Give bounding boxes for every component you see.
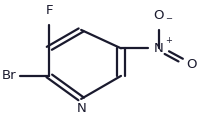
Text: N: N	[76, 102, 86, 115]
Text: O: O	[186, 58, 197, 71]
Text: −: −	[165, 14, 172, 23]
Text: Br: Br	[2, 69, 17, 82]
Text: N: N	[154, 42, 164, 55]
Text: F: F	[46, 4, 53, 17]
Text: O: O	[153, 9, 164, 22]
Text: +: +	[165, 36, 172, 45]
